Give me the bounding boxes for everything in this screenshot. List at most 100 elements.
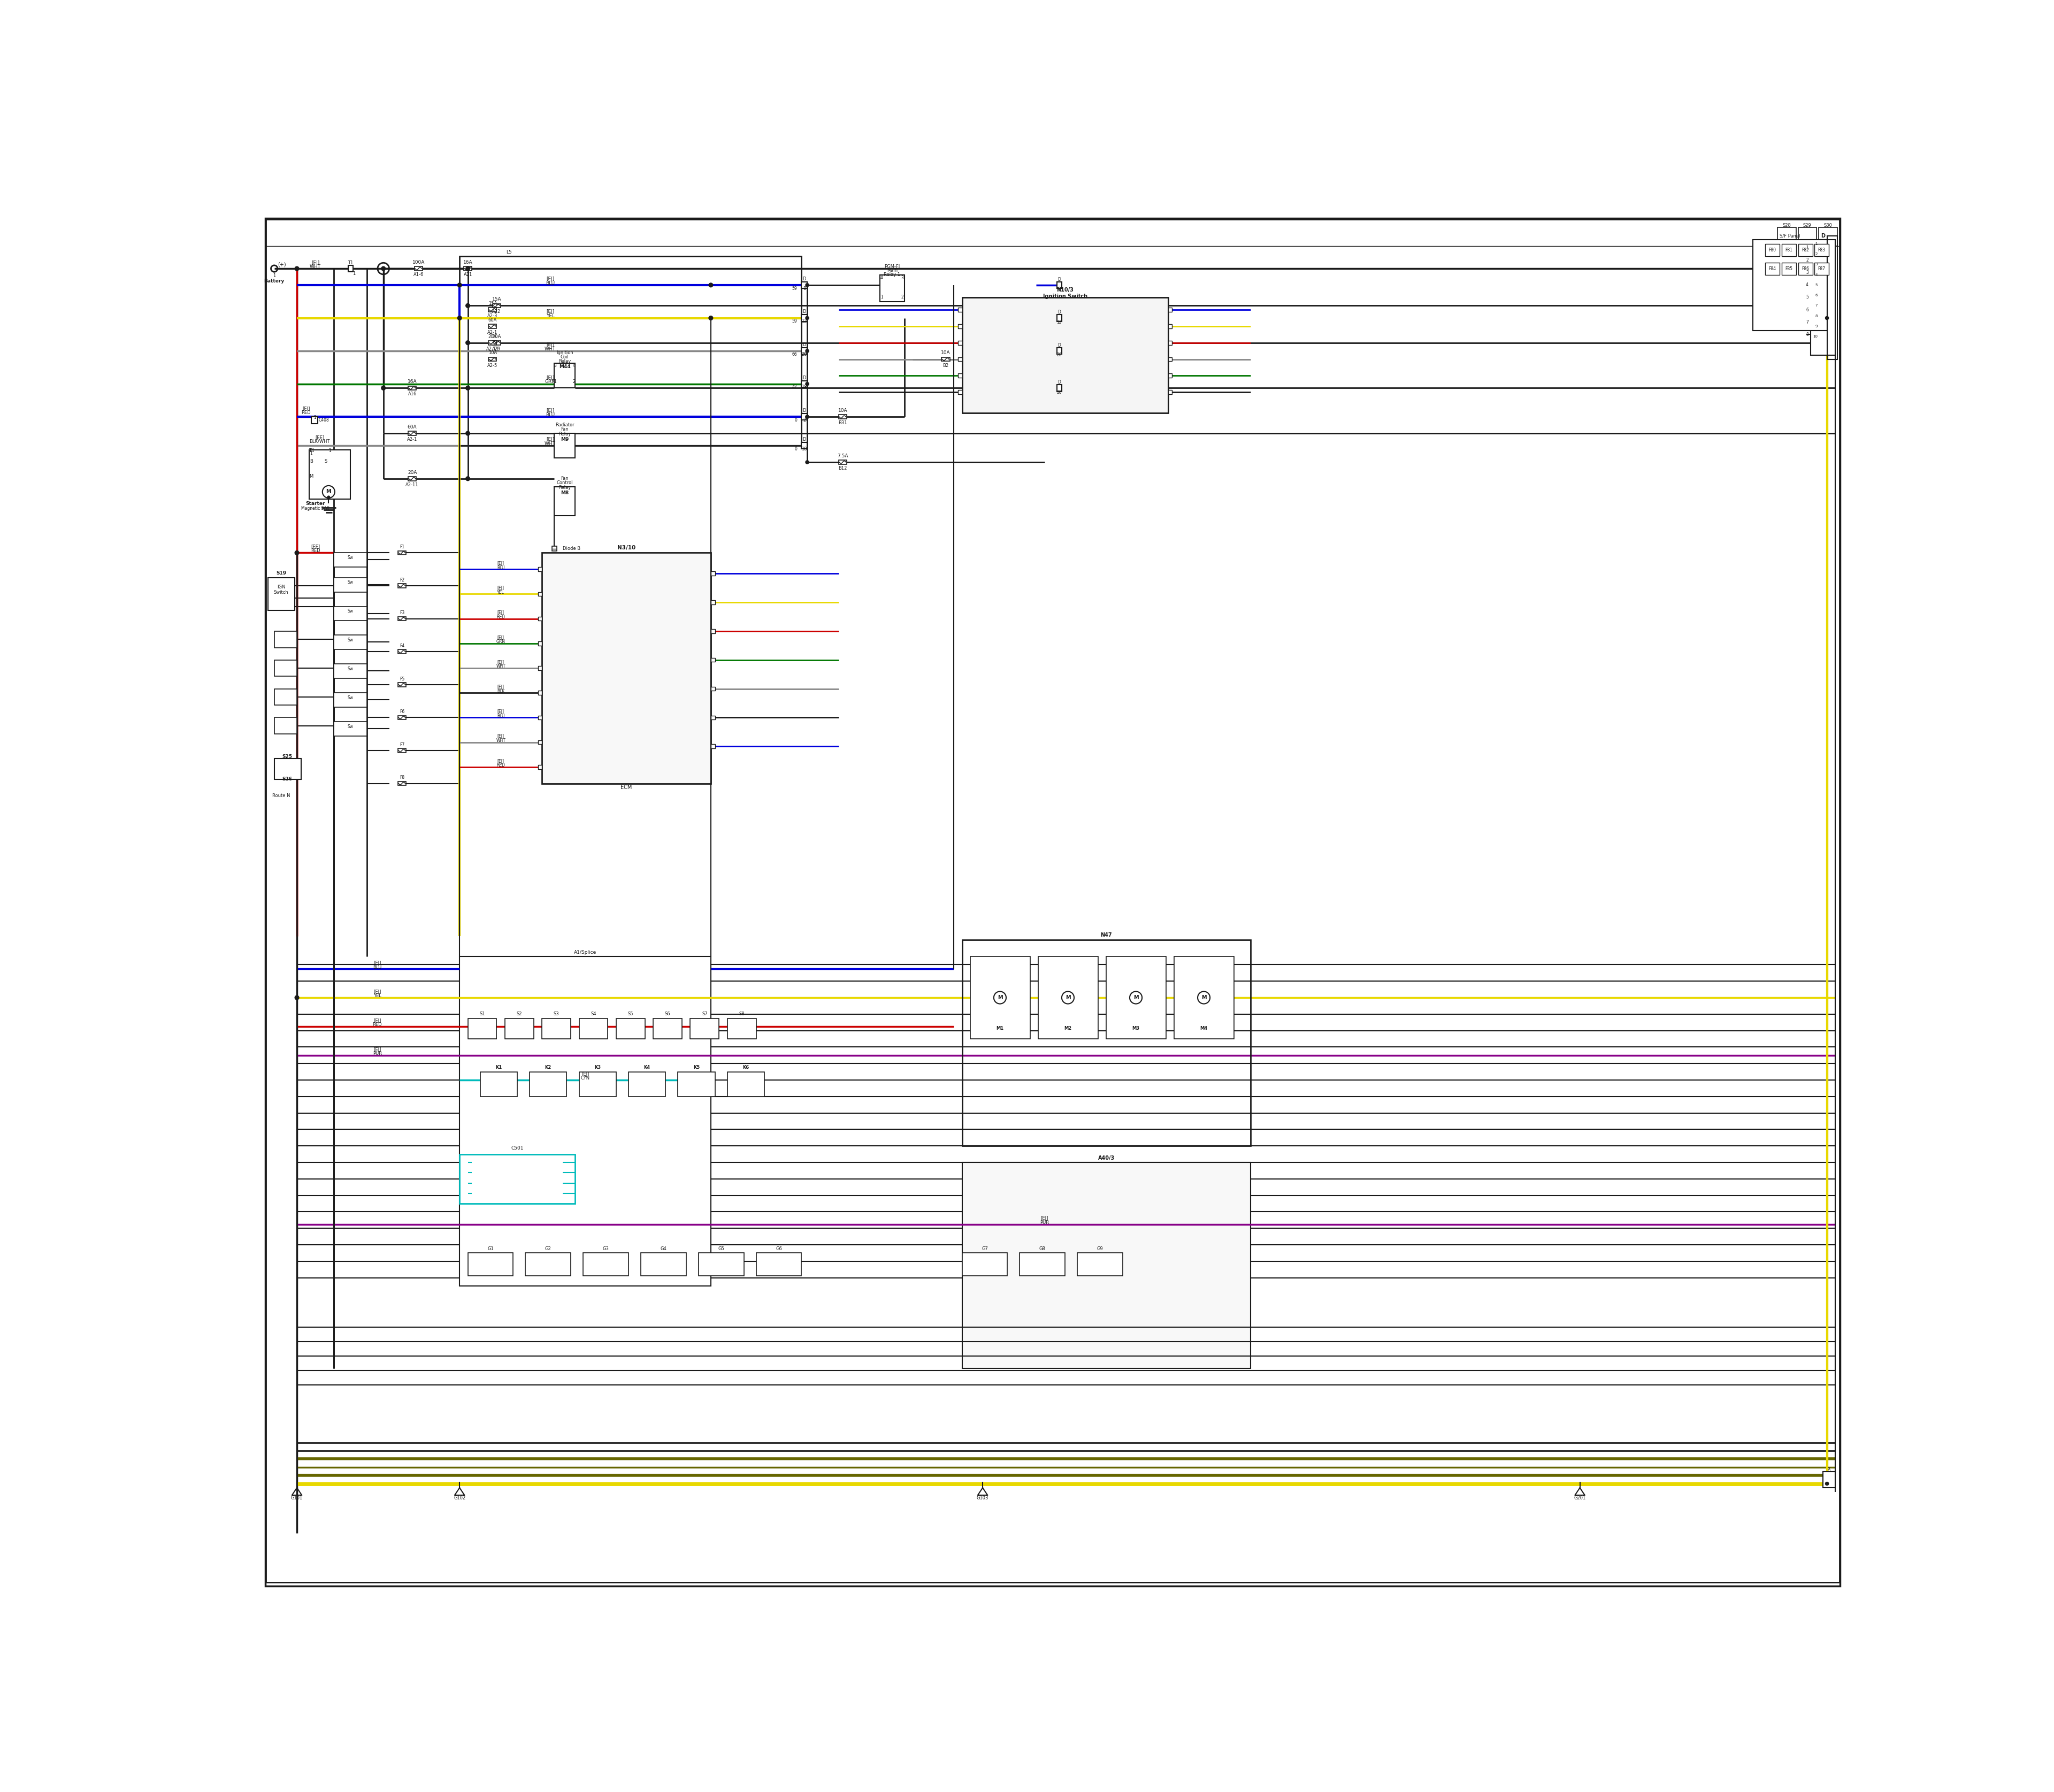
Text: 1: 1	[881, 296, 883, 299]
Bar	[555, 364, 575, 389]
Text: 10A: 10A	[489, 351, 497, 355]
Text: G3: G3	[602, 1247, 608, 1251]
Bar	[335, 606, 368, 620]
Bar	[493, 303, 501, 308]
Bar	[616, 1018, 645, 1039]
Text: Relay: Relay	[559, 432, 571, 437]
Circle shape	[466, 267, 470, 271]
Text: Control: Control	[557, 480, 573, 486]
Text: M: M	[1202, 995, 1206, 1000]
Text: A1/Splice: A1/Splice	[573, 950, 596, 955]
Bar	[1826, 235, 1836, 358]
Circle shape	[805, 461, 809, 464]
Text: [EJ]: [EJ]	[497, 685, 503, 690]
Text: WHT: WHT	[544, 346, 557, 351]
Text: 10A: 10A	[838, 409, 848, 414]
Text: T4: T4	[308, 448, 314, 453]
Bar	[1810, 240, 1834, 355]
Bar	[538, 690, 542, 695]
Text: M4: M4	[1200, 1027, 1208, 1030]
Text: [EJ]: [EJ]	[1041, 1217, 1048, 1220]
Bar	[801, 281, 807, 289]
Text: M: M	[1066, 995, 1070, 1000]
Text: S4: S4	[592, 1012, 596, 1016]
Text: G6: G6	[776, 1247, 783, 1251]
Text: BLK: BLK	[497, 688, 505, 694]
Bar	[460, 1154, 575, 1204]
Bar	[957, 340, 961, 344]
Circle shape	[466, 387, 470, 389]
Bar	[801, 348, 807, 355]
Text: S1: S1	[479, 1012, 485, 1016]
Bar	[957, 391, 961, 394]
Text: Starter: Starter	[306, 502, 325, 505]
Circle shape	[382, 267, 384, 271]
Text: M2: M2	[1064, 1027, 1072, 1030]
Bar	[711, 658, 715, 661]
Circle shape	[466, 303, 470, 308]
Text: A2-11: A2-11	[405, 482, 419, 487]
Bar	[711, 686, 715, 690]
Text: D: D	[803, 409, 805, 414]
Text: M44: M44	[559, 364, 571, 369]
Bar	[555, 434, 575, 459]
Text: A29: A29	[493, 346, 501, 351]
Circle shape	[296, 267, 298, 271]
Text: G102: G102	[454, 1496, 466, 1500]
Text: 7: 7	[1816, 305, 1818, 306]
Bar	[335, 634, 368, 649]
Bar	[1777, 228, 1795, 246]
Text: 7.5A: 7.5A	[838, 453, 848, 459]
Text: D: D	[803, 375, 805, 380]
Text: A2-1: A2-1	[487, 330, 497, 335]
Text: Magnetic S/W: Magnetic S/W	[302, 505, 329, 511]
Text: RED: RED	[372, 1023, 382, 1027]
Text: [EJ]: [EJ]	[546, 437, 555, 443]
Text: A2-5: A2-5	[487, 364, 497, 367]
Bar	[538, 715, 542, 720]
Circle shape	[466, 477, 470, 480]
Text: D: D	[803, 342, 805, 348]
Text: S25: S25	[281, 754, 292, 760]
Bar	[553, 547, 557, 552]
Text: 4: 4	[573, 364, 575, 367]
Circle shape	[466, 477, 470, 480]
Text: 20: 20	[801, 351, 807, 357]
Text: S3: S3	[553, 1012, 559, 1016]
Circle shape	[805, 416, 809, 419]
Bar	[275, 688, 298, 706]
Text: X: X	[1828, 1468, 1830, 1471]
Bar	[1797, 244, 1812, 256]
Bar	[583, 1253, 629, 1276]
Circle shape	[709, 283, 713, 287]
Bar	[1169, 340, 1173, 344]
Text: Diode B: Diode B	[563, 547, 581, 552]
Text: 1: 1	[310, 452, 312, 455]
Bar	[409, 385, 417, 391]
Bar	[335, 577, 368, 591]
Circle shape	[805, 382, 809, 385]
Bar	[727, 1072, 764, 1097]
Text: [EJ]: [EJ]	[497, 710, 503, 715]
Bar	[711, 629, 715, 633]
Text: G7: G7	[982, 1247, 988, 1251]
Circle shape	[382, 387, 384, 389]
Bar	[579, 1072, 616, 1097]
Text: F86: F86	[1801, 267, 1810, 271]
Text: A22: A22	[493, 310, 501, 314]
Text: M8: M8	[561, 491, 569, 495]
Bar	[941, 357, 949, 362]
Text: [EE]: [EE]	[314, 435, 325, 439]
Text: S: S	[325, 459, 327, 464]
Text: 60A: 60A	[407, 425, 417, 430]
Text: 66: 66	[793, 351, 797, 357]
Text: [EJ]: [EJ]	[497, 634, 503, 640]
Text: G1: G1	[487, 1247, 493, 1251]
Bar	[468, 1018, 497, 1039]
Circle shape	[466, 432, 470, 435]
Bar	[690, 1018, 719, 1039]
Text: [EJ]: [EJ]	[497, 735, 503, 738]
Circle shape	[466, 340, 470, 344]
Bar	[1058, 385, 1062, 391]
Bar	[398, 749, 407, 753]
